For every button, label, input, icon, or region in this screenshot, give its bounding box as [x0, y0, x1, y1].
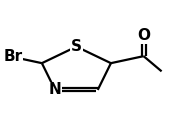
Text: O: O [137, 28, 150, 43]
Text: Br: Br [4, 50, 23, 65]
Text: S: S [71, 39, 82, 54]
Text: N: N [49, 82, 62, 97]
